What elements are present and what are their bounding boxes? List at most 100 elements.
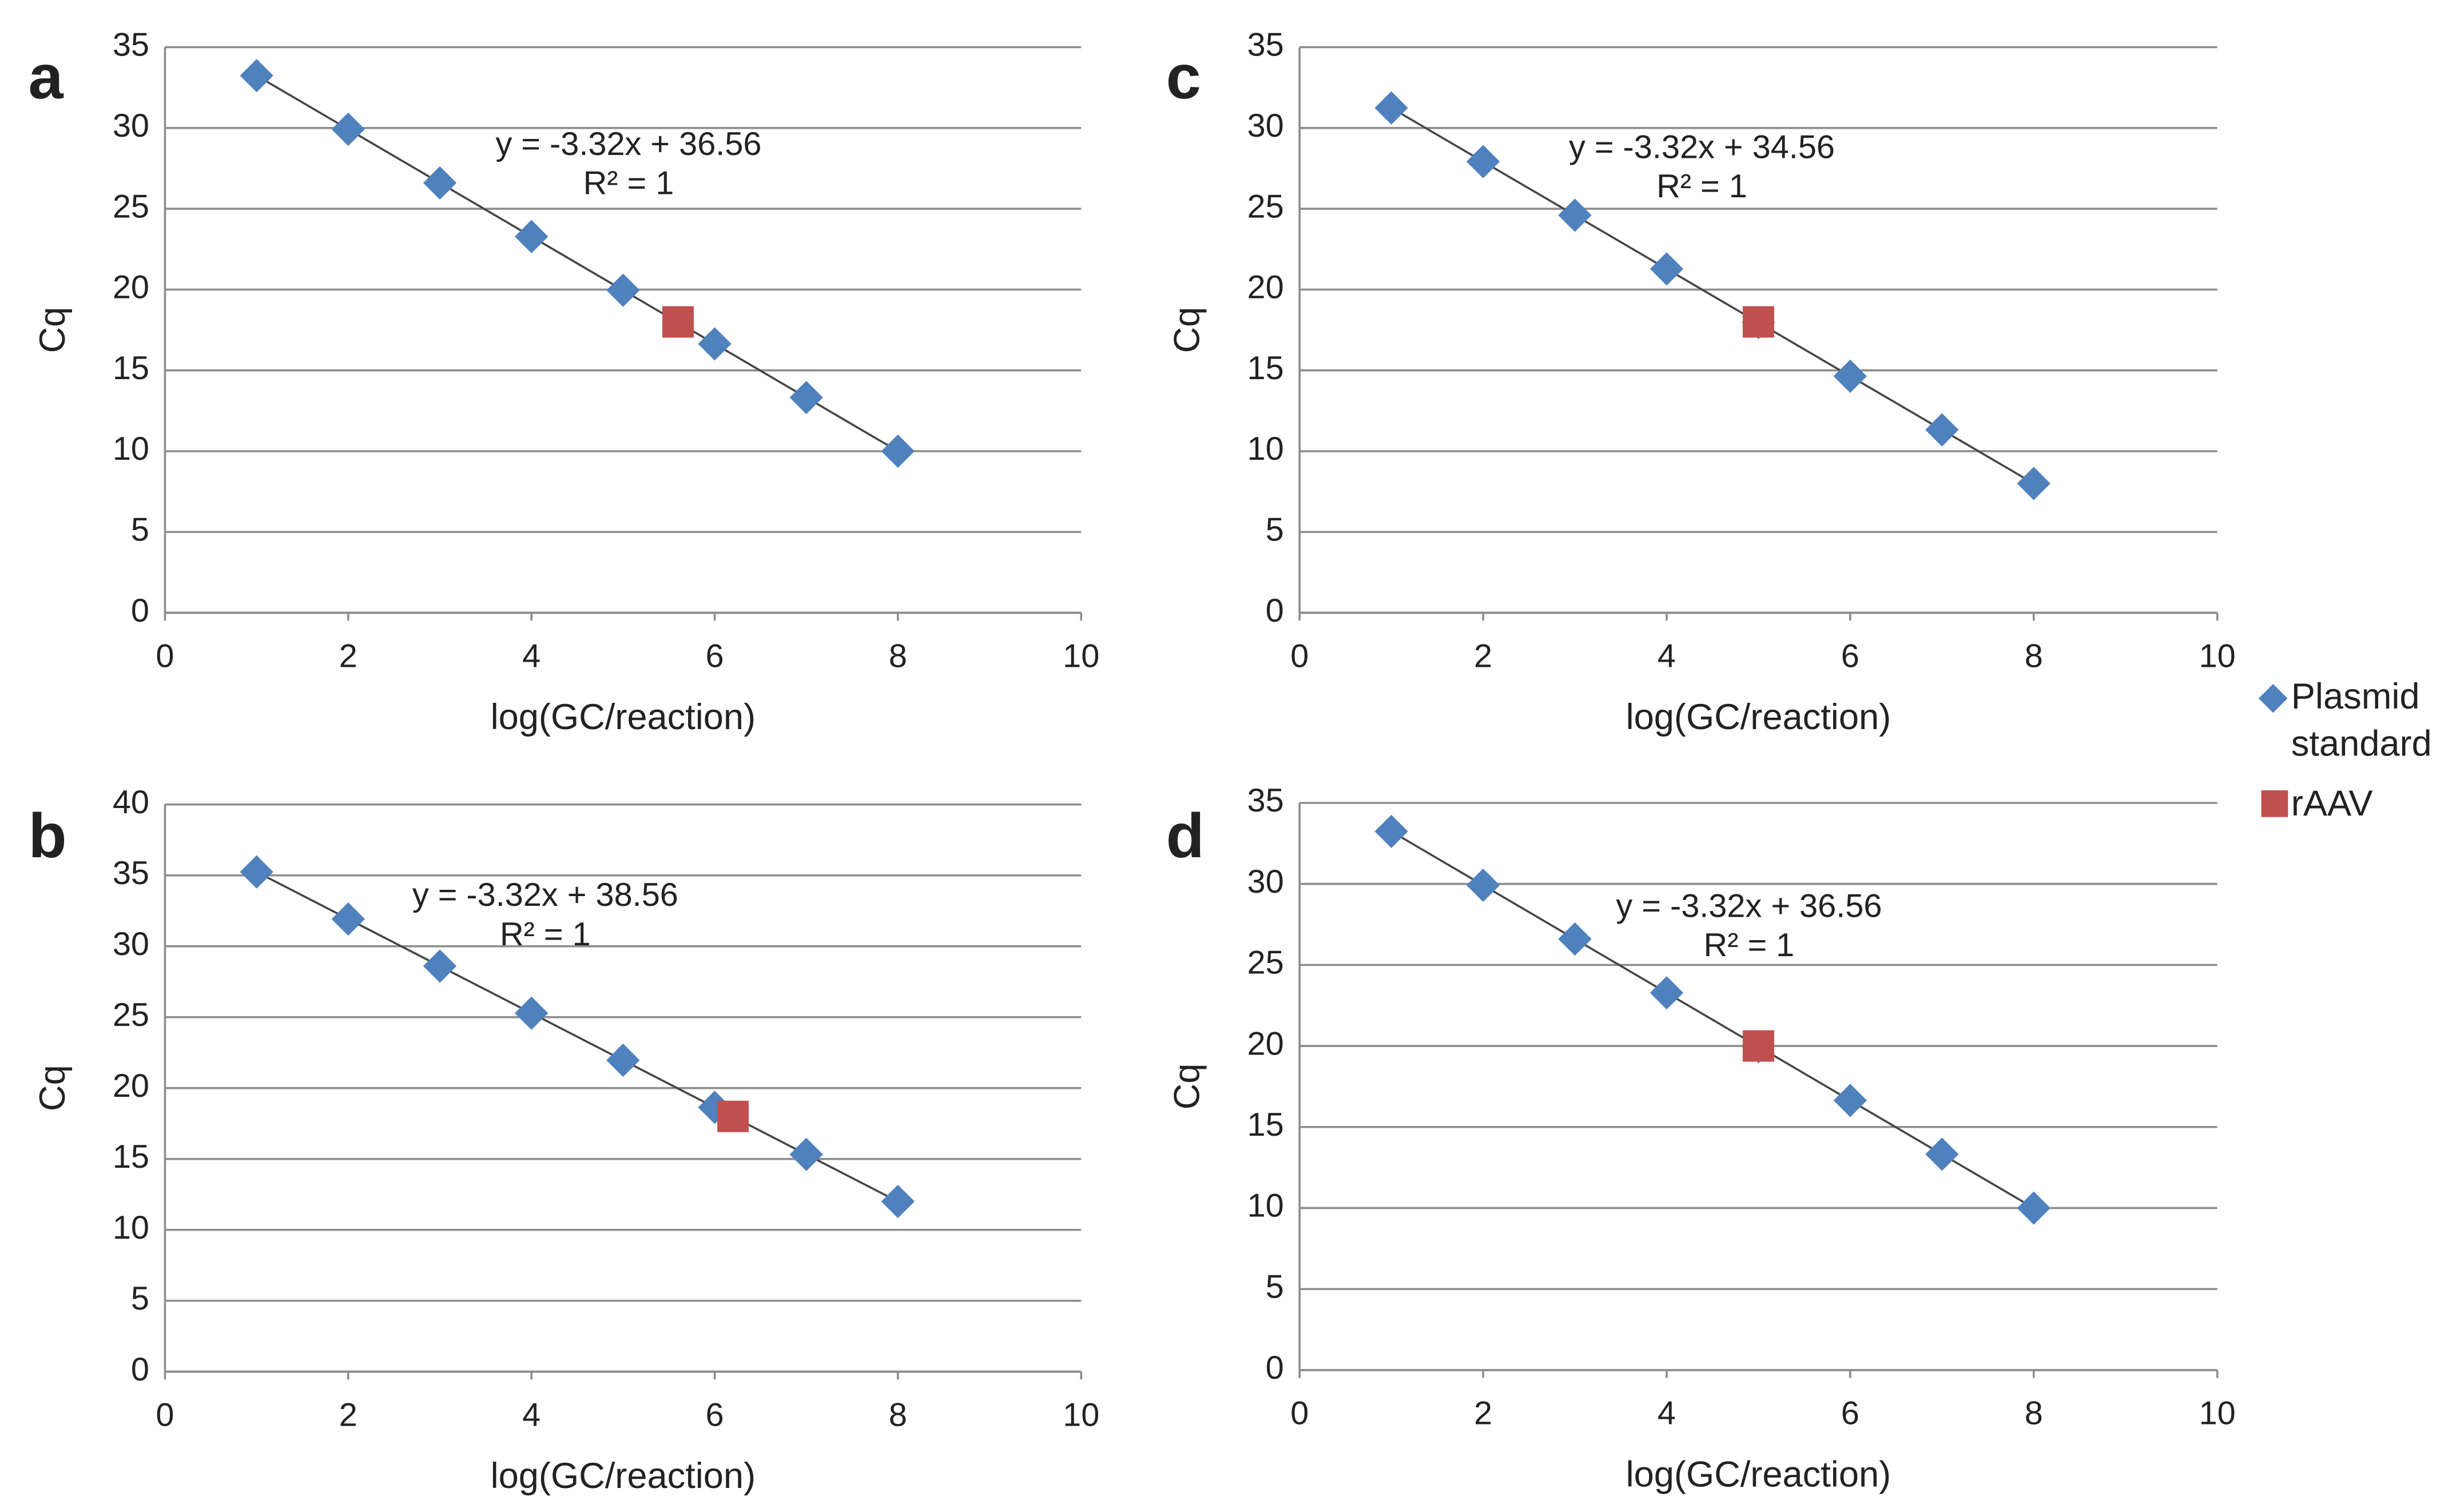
x-axis-title: log(GC/reaction) (1626, 1454, 1891, 1494)
x-tick-label: 8 (889, 1396, 907, 1433)
x-tick-label: 4 (1658, 1395, 1676, 1432)
y-tick-label: 15 (113, 350, 149, 387)
legend-label: Plasmid standard (2291, 675, 2432, 764)
trendline (256, 871, 899, 1203)
chart-panel: 0 5 10 15 20 25 30 35 0 2 4 6 8 10 log(GC/reaction) Cq c… (1166, 27, 2236, 737)
point (662, 306, 694, 338)
y-tick-label: 35 (113, 855, 149, 892)
x-tick-label: 0 (1290, 1395, 1309, 1432)
y-tick-label: 0 (1266, 592, 1284, 629)
trend-equation: y = -3.32x + 38.56 (412, 877, 678, 913)
y-tick-label: 30 (1247, 108, 1283, 144)
x-tick-label: 0 (156, 1396, 174, 1433)
point (1558, 198, 1592, 232)
y-tick-label: 35 (113, 27, 149, 63)
y-tick-label: 15 (1247, 350, 1283, 387)
y-tick-label: 20 (113, 1068, 149, 1104)
x-tick-label: 2 (1474, 1395, 1492, 1432)
x-tick-label: 0 (1290, 638, 1309, 674)
x-axis-title: log(GC/reaction) (491, 1456, 756, 1496)
trendline (1390, 830, 2034, 1209)
x-tick-label: 8 (2025, 1395, 2043, 1432)
legend-marker (2258, 684, 2288, 713)
x-tick-label: 10 (2199, 638, 2236, 674)
trend-equation: y = -3.32x + 36.56 (1616, 888, 1882, 924)
point (1742, 1030, 1774, 1062)
y-tick-label: 10 (1247, 431, 1283, 467)
trend-r2: R² = 1 (1704, 927, 1795, 964)
chart-panel: 0 5 10 15 20 25 30 35 0 2 4 6 8 10 log(GC/reaction) Cq a… (28, 27, 1099, 737)
y-tick-label: 5 (1266, 1268, 1284, 1305)
x-tick-label: 4 (522, 638, 541, 674)
panel-label: a (28, 42, 63, 112)
x-tick-label: 4 (1658, 638, 1676, 674)
x-tick-label: 8 (2025, 638, 2043, 674)
y-axis-title: Cq (1167, 1064, 1207, 1110)
chart-panel: 0 5 10 15 20 25 30 35 40 0 2 4 6 8 10 log(GC/reaction) C… (28, 784, 1099, 1496)
trendline (256, 74, 899, 452)
point (1466, 868, 1500, 902)
x-tick-label: 10 (2199, 1395, 2236, 1432)
y-tick-label: 0 (131, 1351, 149, 1388)
y-tick-label: 25 (1247, 945, 1283, 981)
y-tick-label: 25 (113, 188, 149, 225)
trend-r2: R² = 1 (583, 165, 674, 201)
x-tick-label: 6 (1841, 1395, 1859, 1432)
trendline (1390, 107, 2034, 485)
x-tick-label: 10 (1063, 638, 1099, 674)
panel-label: d (1166, 801, 1205, 871)
trend-equation: y = -3.32x + 36.56 (495, 126, 761, 162)
x-tick-label: 4 (522, 1396, 541, 1433)
trend-r2: R² = 1 (1656, 168, 1747, 205)
legend-marker (2261, 790, 2288, 817)
y-axis-title: Cq (1167, 307, 1207, 353)
point (606, 1043, 640, 1077)
y-tick-label: 5 (131, 512, 149, 548)
x-tick-label: 6 (705, 1396, 724, 1433)
y-tick-label: 20 (1247, 1025, 1283, 1062)
x-axis-title: log(GC/reaction) (491, 697, 756, 737)
y-tick-label: 0 (131, 592, 149, 629)
point (515, 996, 549, 1030)
x-tick-label: 10 (1063, 1396, 1099, 1433)
y-tick-label: 40 (113, 784, 149, 821)
y-tick-label: 35 (1247, 27, 1283, 63)
point (331, 902, 365, 936)
y-tick-label: 20 (113, 269, 149, 306)
y-tick-label: 10 (1247, 1188, 1283, 1224)
y-tick-label: 15 (1247, 1107, 1283, 1143)
point (1742, 306, 1774, 338)
y-tick-label: 30 (1247, 864, 1283, 900)
point (331, 112, 365, 146)
x-tick-label: 6 (705, 638, 724, 674)
y-tick-label: 25 (1247, 188, 1283, 225)
x-tick-label: 2 (339, 1396, 357, 1433)
point (240, 59, 273, 93)
y-tick-label: 10 (113, 431, 149, 467)
trend-r2: R² = 1 (500, 916, 591, 953)
point (240, 855, 273, 889)
chart-panel: 0 5 10 15 20 25 30 35 0 2 4 6 8 10 log(GC/reaction) Cq d… (1166, 782, 2236, 1494)
panel-label: b (28, 801, 66, 871)
point (423, 166, 457, 200)
x-tick-label: 6 (1841, 638, 1859, 674)
point (717, 1100, 749, 1132)
point (515, 220, 549, 253)
y-tick-label: 5 (1266, 512, 1284, 548)
x-tick-label: 2 (1474, 638, 1492, 674)
y-tick-label: 0 (1266, 1350, 1284, 1386)
y-tick-label: 15 (113, 1139, 149, 1175)
legend-label: rAAV (2291, 782, 2373, 823)
x-tick-label: 8 (889, 638, 907, 674)
x-tick-label: 2 (339, 638, 357, 674)
y-tick-label: 35 (1247, 782, 1283, 819)
panel-label: c (1166, 42, 1201, 112)
y-tick-label: 10 (113, 1209, 149, 1246)
y-tick-label: 30 (113, 926, 149, 962)
point (1833, 1084, 1867, 1117)
legend-label-box: rAAV (2291, 782, 2373, 823)
y-tick-label: 20 (1247, 269, 1283, 306)
